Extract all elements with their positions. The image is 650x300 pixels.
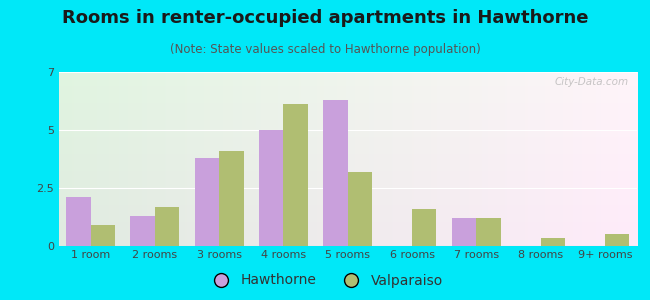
Text: Rooms in renter-occupied apartments in Hawthorne: Rooms in renter-occupied apartments in H… <box>62 9 588 27</box>
Bar <box>476 218 500 246</box>
Bar <box>452 218 476 246</box>
Bar <box>155 207 179 246</box>
Bar <box>66 197 90 246</box>
Text: City-Data.com: City-Data.com <box>554 77 629 87</box>
Text: (Note: State values scaled to Hawthorne population): (Note: State values scaled to Hawthorne … <box>170 44 480 56</box>
Bar <box>195 158 219 246</box>
Bar <box>90 225 115 246</box>
Bar <box>541 238 565 246</box>
Bar <box>323 100 348 246</box>
Bar <box>283 104 308 246</box>
Legend: Hawthorne, Valparaiso: Hawthorne, Valparaiso <box>202 268 448 293</box>
Bar <box>131 216 155 246</box>
Bar <box>219 151 244 246</box>
Bar <box>605 234 629 246</box>
Bar <box>348 172 372 246</box>
Bar <box>259 130 283 246</box>
Bar <box>412 209 436 246</box>
